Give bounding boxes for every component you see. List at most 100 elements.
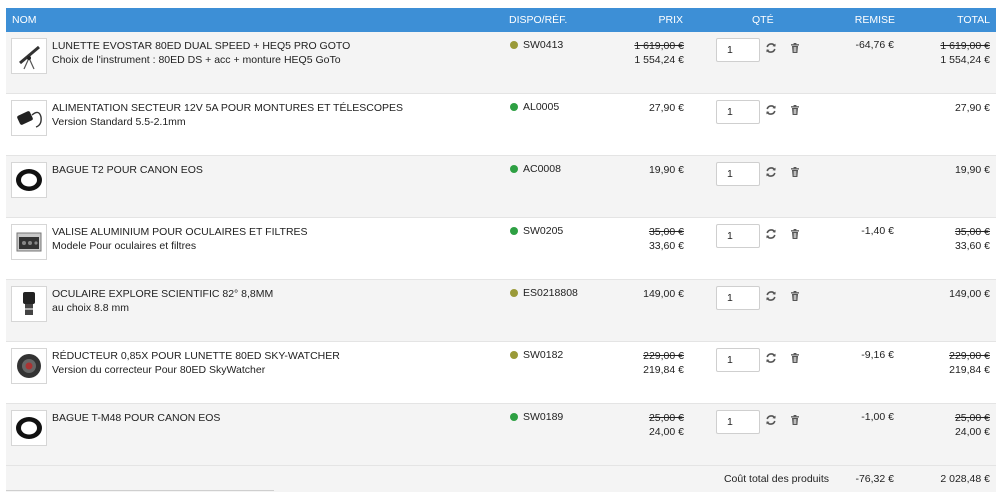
- product-option: au choix 8.8 mm: [52, 302, 130, 314]
- trash-icon[interactable]: [789, 290, 801, 302]
- quantity-input[interactable]: [716, 348, 760, 372]
- product-thumbnail[interactable]: [11, 224, 47, 260]
- product-thumbnail[interactable]: [11, 38, 47, 74]
- current-price: 24,00 €: [648, 426, 684, 438]
- product-thumbnail[interactable]: [11, 162, 47, 198]
- product-ref: SW0205: [523, 225, 564, 237]
- footer-total: 2 028,48 €: [940, 473, 990, 485]
- product-option: Version Standard 5.5-2.1mm: [52, 116, 186, 128]
- current-price: 149,00 €: [643, 288, 684, 300]
- column-header-dispo: DISPO/RÉF.: [509, 14, 568, 26]
- product-name[interactable]: VALISE ALUMINIUM POUR OCULAIRES ET FILTR…: [52, 226, 308, 238]
- line-discount: -1,00 €: [861, 411, 894, 423]
- footer-label: Coût total des produits: [723, 473, 829, 485]
- quantity-input[interactable]: [716, 100, 760, 124]
- quantity-input[interactable]: [716, 162, 760, 186]
- cart-row: BAGUE T-M48 POUR CANON EOS SW0189 25,00 € 2…: [6, 404, 996, 466]
- cart-header: NOM DISPO/RÉF. PRIX QTÉ REMISE TOTAL: [6, 8, 996, 32]
- original-price: 229,00 €: [643, 350, 684, 362]
- product-thumbnail[interactable]: [11, 100, 47, 136]
- product-info: BAGUE T-M48 POUR CANON EOS: [52, 411, 472, 425]
- quantity-input[interactable]: [716, 410, 760, 434]
- telescope-icon: [12, 39, 46, 73]
- refresh-icon[interactable]: [765, 414, 777, 426]
- line-discount: -1,40 €: [861, 225, 894, 237]
- cart-row: OCULAIRE EXPLORE SCIENTIFIC 82° 8,8MM au …: [6, 280, 996, 342]
- current-price: 27,90 €: [648, 102, 684, 114]
- product-name[interactable]: OCULAIRE EXPLORE SCIENTIFIC 82° 8,8MM: [52, 288, 274, 300]
- refresh-icon[interactable]: [765, 228, 777, 240]
- product-ref: ES0218808: [523, 287, 578, 299]
- current-total: 1 554,24 €: [940, 54, 990, 66]
- product-name[interactable]: BAGUE T-M48 POUR CANON EOS: [52, 412, 221, 424]
- product-info: RÉDUCTEUR 0,85X POUR LUNETTE 80ED SKY-WA…: [52, 349, 472, 377]
- refresh-icon[interactable]: [765, 42, 777, 54]
- availability-reference: SW0189: [510, 411, 563, 423]
- trash-icon[interactable]: [789, 104, 801, 116]
- product-name[interactable]: BAGUE T2 POUR CANON EOS: [52, 164, 203, 176]
- line-total: 25,00 € 24,00 €: [955, 411, 990, 439]
- trash-icon[interactable]: [789, 42, 801, 54]
- refresh-icon[interactable]: [765, 352, 777, 364]
- divider: [6, 490, 274, 491]
- availability-dot: [510, 413, 518, 421]
- availability-dot: [510, 227, 518, 235]
- current-total: 27,90 €: [954, 102, 990, 114]
- unit-price: 229,00 € 219,84 €: [643, 349, 684, 377]
- trash-icon[interactable]: [789, 228, 801, 240]
- product-name[interactable]: RÉDUCTEUR 0,85X POUR LUNETTE 80ED SKY-WA…: [52, 350, 340, 362]
- cart-row: RÉDUCTEUR 0,85X POUR LUNETTE 80ED SKY-WA…: [6, 342, 996, 404]
- unit-price: 1 619,00 € 1 554,24 €: [634, 39, 684, 67]
- product-ref: AC0008: [523, 163, 561, 175]
- unit-price: 27,90 €: [649, 101, 684, 115]
- product-name[interactable]: ALIMENTATION SECTEUR 12V 5A POUR MONTURE…: [52, 102, 404, 114]
- refresh-icon[interactable]: [765, 166, 777, 178]
- availability-reference: AL0005: [510, 101, 559, 113]
- t-ring-icon: [12, 411, 46, 445]
- quantity-input[interactable]: [716, 224, 760, 248]
- product-info: LUNETTE EVOSTAR 80ED DUAL SPEED + HEQ5 P…: [52, 39, 472, 67]
- footer-discount: -76,32 €: [855, 473, 894, 485]
- current-total: 219,84 €: [949, 364, 990, 376]
- availability-dot: [510, 41, 518, 49]
- product-info: VALISE ALUMINIUM POUR OCULAIRES ET FILTR…: [52, 225, 472, 253]
- availability-reference: AC0008: [510, 163, 561, 175]
- product-ref: SW0413: [523, 39, 564, 51]
- refresh-icon[interactable]: [765, 290, 777, 302]
- availability-reference: ES0218808: [510, 287, 578, 299]
- product-thumbnail[interactable]: [11, 410, 47, 446]
- product-ref: AL0005: [523, 101, 560, 113]
- quantity-input[interactable]: [716, 286, 760, 310]
- current-price: 1 554,24 €: [634, 54, 684, 66]
- product-thumbnail[interactable]: [11, 286, 47, 322]
- availability-dot: [510, 165, 518, 173]
- column-header-remise: REMISE: [854, 14, 895, 26]
- unit-price: 25,00 € 24,00 €: [649, 411, 684, 439]
- original-price: 1 619,00 €: [634, 40, 684, 52]
- refresh-icon[interactable]: [765, 104, 777, 116]
- line-discount: -64,76 €: [855, 39, 894, 51]
- column-header-prix: PRIX: [658, 14, 683, 26]
- line-discount: -9,16 €: [861, 349, 894, 361]
- availability-reference: SW0205: [510, 225, 563, 237]
- current-total: 149,00 €: [949, 288, 990, 300]
- reducer-icon: [12, 349, 46, 383]
- product-thumbnail[interactable]: [11, 348, 47, 384]
- product-name[interactable]: LUNETTE EVOSTAR 80ED DUAL SPEED + HEQ5 P…: [52, 40, 351, 52]
- column-header-qte: QTÉ: [752, 14, 774, 26]
- trash-icon[interactable]: [789, 414, 801, 426]
- current-price: 19,90 €: [648, 164, 684, 176]
- current-price: 33,60 €: [648, 240, 684, 252]
- line-total: 35,00 € 33,60 €: [955, 225, 990, 253]
- original-total: 1 619,00 €: [940, 40, 990, 52]
- trash-icon[interactable]: [789, 166, 801, 178]
- cart-rows: LUNETTE EVOSTAR 80ED DUAL SPEED + HEQ5 P…: [6, 32, 996, 466]
- trash-icon[interactable]: [789, 352, 801, 364]
- unit-price: 35,00 € 33,60 €: [649, 225, 684, 253]
- column-header-nom: NOM: [12, 14, 37, 26]
- product-info: BAGUE T2 POUR CANON EOS: [52, 163, 472, 177]
- aluminium-case-icon: [12, 225, 46, 259]
- quantity-input[interactable]: [716, 38, 760, 62]
- product-ref: SW0182: [523, 349, 564, 361]
- original-price: 25,00 €: [648, 412, 684, 424]
